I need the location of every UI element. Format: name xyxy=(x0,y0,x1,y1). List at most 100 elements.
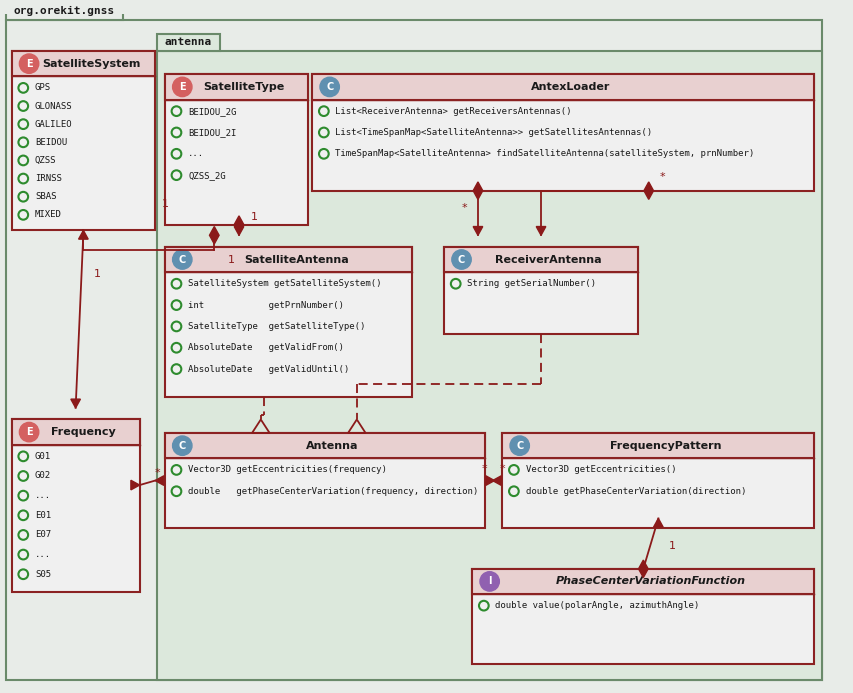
Bar xyxy=(165,433,485,528)
Text: List<TimeSpanMap<SatelliteAntenna>> getSatellitesAntennas(): List<TimeSpanMap<SatelliteAntenna>> getS… xyxy=(335,128,652,137)
Text: E: E xyxy=(26,59,32,69)
Text: *: * xyxy=(659,172,664,182)
Circle shape xyxy=(451,249,471,269)
Text: 1: 1 xyxy=(93,269,101,279)
Polygon shape xyxy=(492,476,501,485)
Text: SatelliteType: SatelliteType xyxy=(204,82,285,92)
Text: int            getPrnNumber(): int getPrnNumber() xyxy=(188,301,344,310)
Text: GPS: GPS xyxy=(35,83,51,92)
Text: MIXED: MIXED xyxy=(35,211,61,220)
Text: I: I xyxy=(487,577,490,586)
Circle shape xyxy=(479,572,499,591)
Circle shape xyxy=(20,423,38,442)
Text: E: E xyxy=(179,82,185,92)
Text: ...: ... xyxy=(188,149,204,158)
Circle shape xyxy=(20,54,38,73)
Polygon shape xyxy=(638,560,647,577)
Text: TimeSpanMap<SatelliteAntenna> findSatelliteAntenna(satelliteSystem, prnNumber): TimeSpanMap<SatelliteAntenna> findSatell… xyxy=(335,149,754,158)
Text: *: * xyxy=(499,464,504,474)
Text: G02: G02 xyxy=(35,471,51,480)
Polygon shape xyxy=(473,227,482,235)
Text: *: * xyxy=(461,203,467,213)
Bar xyxy=(472,569,814,664)
Text: *: * xyxy=(481,464,487,474)
Text: GALILEO: GALILEO xyxy=(35,120,73,129)
Text: G01: G01 xyxy=(35,452,51,461)
Bar xyxy=(165,433,485,458)
Text: QZSS: QZSS xyxy=(35,156,56,165)
Bar xyxy=(165,74,308,225)
Text: Vector3D getEccentricities(frequency): Vector3D getEccentricities(frequency) xyxy=(188,466,386,475)
Text: FrequencyPattern: FrequencyPattern xyxy=(610,441,721,450)
Text: *: * xyxy=(154,468,160,478)
Bar xyxy=(12,419,139,592)
Bar xyxy=(157,33,220,51)
Text: ...: ... xyxy=(35,550,51,559)
Text: C: C xyxy=(515,441,523,450)
Text: AbsoluteDate   getValidUntil(): AbsoluteDate getValidUntil() xyxy=(188,365,349,374)
Circle shape xyxy=(172,249,192,269)
Bar xyxy=(12,51,155,76)
Text: String getSerialNumber(): String getSerialNumber() xyxy=(467,279,595,288)
Polygon shape xyxy=(653,518,663,527)
Text: S05: S05 xyxy=(35,570,51,579)
Polygon shape xyxy=(209,227,219,244)
Bar xyxy=(6,3,123,20)
Bar xyxy=(157,51,821,681)
Text: org.orekit.gnss: org.orekit.gnss xyxy=(14,6,115,17)
Bar xyxy=(12,419,139,445)
Text: C: C xyxy=(457,254,465,265)
Polygon shape xyxy=(536,227,545,235)
Bar xyxy=(165,74,308,100)
Polygon shape xyxy=(78,230,88,239)
Text: E: E xyxy=(26,427,32,437)
Text: C: C xyxy=(326,82,333,92)
Polygon shape xyxy=(71,399,80,408)
Polygon shape xyxy=(643,182,653,200)
Bar xyxy=(444,247,637,272)
Text: PhaseCenterVariationFunction: PhaseCenterVariationFunction xyxy=(555,577,746,586)
Text: Antenna: Antenna xyxy=(306,441,358,450)
Text: C: C xyxy=(178,441,186,450)
Text: BEIDOU: BEIDOU xyxy=(35,138,67,147)
Text: SBAS: SBAS xyxy=(35,192,56,201)
Text: antenna: antenna xyxy=(165,37,212,47)
Polygon shape xyxy=(131,480,139,490)
Text: SatelliteSystem: SatelliteSystem xyxy=(42,59,140,69)
Text: QZSS_2G: QZSS_2G xyxy=(188,170,225,179)
Text: Vector3D getEccentricities(): Vector3D getEccentricities() xyxy=(525,466,676,475)
Text: 1: 1 xyxy=(668,541,675,550)
Bar xyxy=(165,247,412,397)
Text: E01: E01 xyxy=(35,511,51,520)
Circle shape xyxy=(172,436,192,455)
Polygon shape xyxy=(473,182,482,200)
Text: SatelliteType  getSatelliteType(): SatelliteType getSatelliteType() xyxy=(188,322,365,331)
Polygon shape xyxy=(485,476,494,485)
Text: ...: ... xyxy=(35,491,51,500)
Text: 1: 1 xyxy=(161,198,168,209)
Text: List<ReceiverAntenna> getReceiversAntennas(): List<ReceiverAntenna> getReceiversAntenn… xyxy=(335,107,572,116)
Bar xyxy=(472,569,814,594)
Text: BEIDOU_2I: BEIDOU_2I xyxy=(188,128,236,137)
Bar xyxy=(165,247,412,272)
Text: BEIDOU_2G: BEIDOU_2G xyxy=(188,107,236,116)
Bar xyxy=(502,433,814,458)
Text: AbsoluteDate   getValidFrom(): AbsoluteDate getValidFrom() xyxy=(188,343,344,352)
Bar xyxy=(312,74,814,100)
Bar xyxy=(502,433,814,528)
Circle shape xyxy=(320,77,339,96)
Polygon shape xyxy=(234,227,243,235)
Text: double getPhaseCenterVariation(direction): double getPhaseCenterVariation(direction… xyxy=(525,486,745,495)
Circle shape xyxy=(172,77,192,96)
Text: double   getPhaseCenterVariation(frequency, direction): double getPhaseCenterVariation(frequency… xyxy=(188,486,478,495)
Text: Frequency: Frequency xyxy=(51,427,116,437)
Bar xyxy=(444,247,637,334)
Text: E07: E07 xyxy=(35,530,51,539)
Polygon shape xyxy=(234,216,243,234)
Text: double value(polarAngle, azimuthAngle): double value(polarAngle, azimuthAngle) xyxy=(495,601,699,610)
Text: C: C xyxy=(178,254,186,265)
Text: IRNSS: IRNSS xyxy=(35,174,61,183)
Text: ReceiverAntenna: ReceiverAntenna xyxy=(495,254,601,265)
Text: SatelliteSystem getSatelliteSystem(): SatelliteSystem getSatelliteSystem() xyxy=(188,279,381,288)
Bar xyxy=(12,51,155,230)
